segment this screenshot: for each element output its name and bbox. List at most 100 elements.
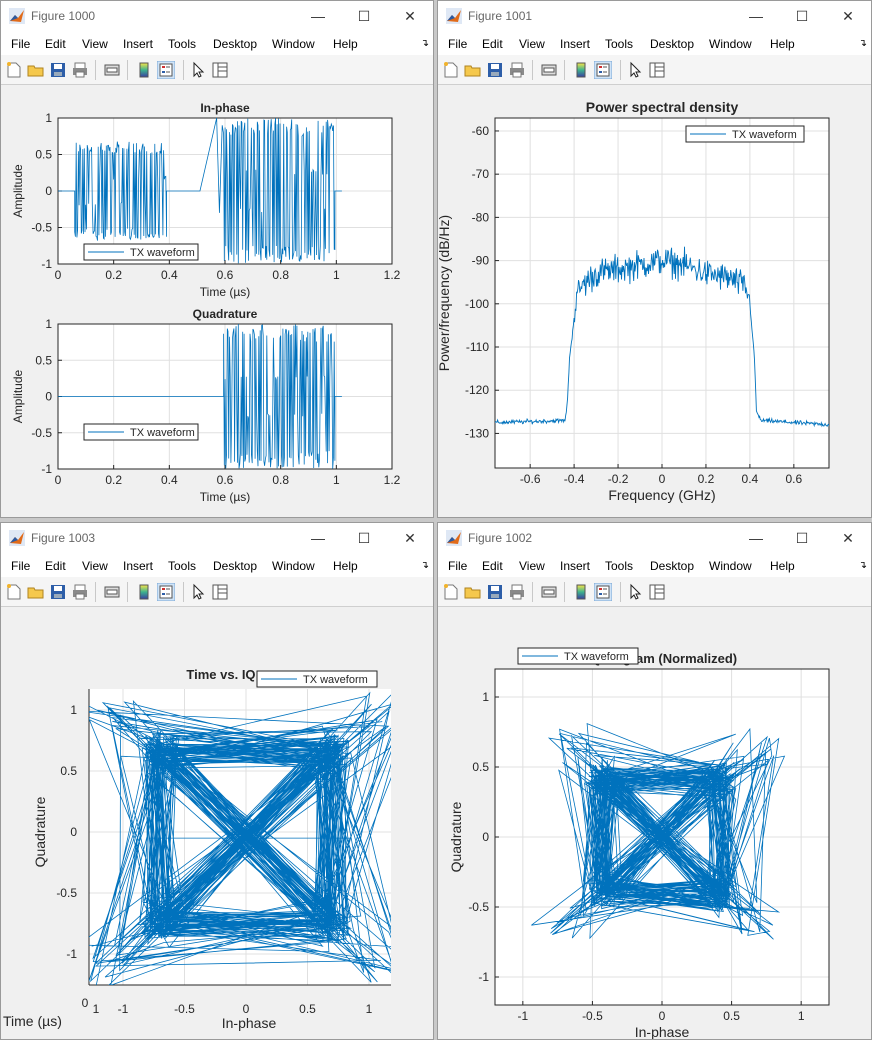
minimize-button[interactable]: — — [733, 3, 779, 29]
y-tick-label: 0 — [70, 825, 77, 839]
maximize-button[interactable]: ☐ — [341, 525, 387, 551]
figure-canvas: -1 -0.5 0 0.5 1 -1 -0.5 0 0.5 1 IQ diagram (Normal… — [438, 607, 871, 1039]
maximize-button[interactable]: ☐ — [779, 3, 825, 29]
menu-help[interactable]: Help — [770, 559, 795, 573]
menu-tools[interactable]: Tools — [168, 37, 197, 51]
colorbar-icon[interactable] — [135, 583, 153, 601]
menu-file[interactable]: File — [11, 37, 31, 51]
dock-arrow-icon[interactable]: ↴ — [858, 38, 867, 49]
new-figure-icon[interactable] — [5, 583, 23, 601]
open-file-icon[interactable] — [464, 583, 482, 601]
maximize-button[interactable]: ☐ — [779, 525, 825, 551]
property-inspector-icon[interactable] — [648, 583, 666, 601]
dock-arrow-icon[interactable]: ↴ — [420, 560, 429, 571]
menu-insert[interactable]: Insert — [123, 559, 154, 573]
open-file-icon[interactable] — [27, 61, 45, 79]
maximize-icon: ☐ — [357, 7, 371, 24]
minimize-button[interactable]: — — [295, 525, 341, 551]
menu-window[interactable]: Window — [709, 37, 752, 51]
title-bar[interactable]: Figure 1001 — ☐ ✕ — [438, 1, 871, 31]
menu-window[interactable]: Window — [272, 559, 315, 573]
menu-edit[interactable]: Edit — [482, 559, 503, 573]
pointer-icon[interactable] — [189, 583, 207, 601]
new-figure-icon[interactable] — [5, 61, 23, 79]
menu-file[interactable]: File — [448, 559, 468, 573]
print-icon[interactable] — [508, 61, 526, 79]
menu-tools[interactable]: Tools — [605, 37, 634, 51]
print-icon[interactable] — [71, 583, 89, 601]
new-figure-icon[interactable] — [442, 583, 460, 601]
pointer-icon[interactable] — [189, 61, 207, 79]
save-icon[interactable] — [486, 61, 504, 79]
link-plot-icon[interactable] — [540, 583, 558, 601]
menu-edit[interactable]: Edit — [45, 559, 66, 573]
figure-toolbar — [1, 55, 433, 85]
colorbar-icon[interactable] — [572, 61, 590, 79]
menu-view[interactable]: View — [82, 559, 108, 573]
close-button[interactable]: ✕ — [387, 3, 433, 29]
window-title: Figure 1002 — [468, 531, 533, 545]
menu-help[interactable]: Help — [770, 37, 795, 51]
print-icon[interactable] — [508, 583, 526, 601]
property-inspector-icon[interactable] — [211, 61, 229, 79]
menu-desktop[interactable]: Desktop — [213, 37, 258, 51]
title-bar[interactable]: Figure 1002 — ☐ ✕ — [438, 523, 871, 553]
legend-icon[interactable] — [594, 583, 612, 601]
pointer-icon[interactable] — [626, 61, 644, 79]
link-plot-icon[interactable] — [540, 61, 558, 79]
colorbar-icon[interactable] — [572, 583, 590, 601]
minimize-button[interactable]: — — [733, 525, 779, 551]
title-bar[interactable]: Figure 1000 — ☐ ✕ — [1, 1, 433, 31]
dock-arrow-icon[interactable]: ↴ — [420, 38, 429, 49]
save-icon[interactable] — [49, 61, 67, 79]
menu-view[interactable]: View — [82, 37, 108, 51]
save-icon[interactable] — [49, 583, 67, 601]
close-button[interactable]: ✕ — [825, 525, 871, 551]
menu-window[interactable]: Window — [709, 559, 752, 573]
title-bar[interactable]: Figure 1003 — ☐ ✕ — [1, 523, 433, 553]
menu-window[interactable]: Window — [272, 37, 315, 51]
menu-desktop[interactable]: Desktop — [650, 559, 695, 573]
maximize-button[interactable]: ☐ — [341, 3, 387, 29]
pointer-icon[interactable] — [626, 583, 644, 601]
print-icon[interactable] — [71, 61, 89, 79]
close-button[interactable]: ✕ — [825, 3, 871, 29]
legend-icon[interactable] — [157, 61, 175, 79]
save-icon[interactable] — [486, 583, 504, 601]
property-inspector-icon[interactable] — [211, 583, 229, 601]
close-button[interactable]: ✕ — [387, 525, 433, 551]
menu-edit[interactable]: Edit — [482, 37, 503, 51]
menu-file[interactable]: File — [11, 559, 31, 573]
link-plot-icon[interactable] — [103, 583, 121, 601]
menu-edit[interactable]: Edit — [45, 37, 66, 51]
menu-insert[interactable]: Insert — [123, 37, 154, 51]
menu-tools[interactable]: Tools — [605, 559, 634, 573]
property-inspector-icon[interactable] — [648, 61, 666, 79]
menu-help[interactable]: Help — [333, 559, 358, 573]
iq-trace — [531, 722, 786, 940]
menu-bar: File Edit View Insert Tools Desktop Wind… — [438, 31, 871, 55]
new-figure-icon[interactable] — [442, 61, 460, 79]
menu-file[interactable]: File — [448, 37, 468, 51]
colorbar-icon[interactable] — [135, 61, 153, 79]
legend-icon[interactable] — [594, 61, 612, 79]
menu-insert[interactable]: Insert — [560, 559, 591, 573]
open-file-icon[interactable] — [464, 61, 482, 79]
menu-desktop[interactable]: Desktop — [650, 37, 695, 51]
minimize-button[interactable]: — — [295, 3, 341, 29]
menu-desktop[interactable]: Desktop — [213, 559, 258, 573]
menu-help[interactable]: Help — [333, 37, 358, 51]
y-tick-label: -1 — [41, 462, 52, 476]
menu-tools[interactable]: Tools — [168, 559, 197, 573]
x-tick-label: 0.2 — [105, 268, 122, 282]
open-file-icon[interactable] — [27, 583, 45, 601]
menu-view[interactable]: View — [519, 37, 545, 51]
legend-icon[interactable] — [157, 583, 175, 601]
dock-arrow-icon[interactable]: ↴ — [858, 560, 867, 571]
x-tick-label: 0.4 — [161, 268, 178, 282]
menu-view[interactable]: View — [519, 559, 545, 573]
legend-box — [685, 125, 805, 143]
link-plot-icon[interactable] — [103, 61, 121, 79]
menu-insert[interactable]: Insert — [560, 37, 591, 51]
y-tick-label: -110 — [466, 340, 489, 354]
